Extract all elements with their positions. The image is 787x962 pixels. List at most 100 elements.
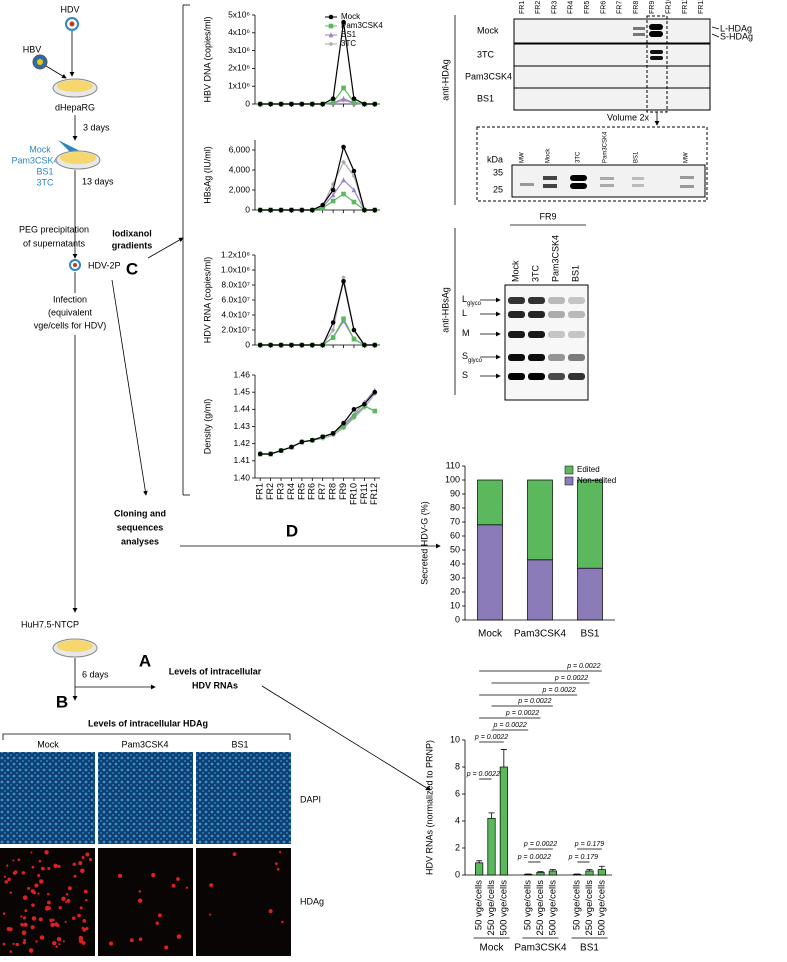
cell-signal <box>209 883 214 888</box>
cell-signal <box>55 945 58 948</box>
data-point <box>341 424 346 429</box>
data-point <box>341 191 346 197</box>
band-name: L <box>462 294 467 304</box>
dish-cells <box>57 640 93 652</box>
cell-signal <box>51 918 55 922</box>
y-tick-label: 90 <box>450 488 460 498</box>
band <box>520 183 534 186</box>
x-tick-label: FR1 <box>255 483 265 500</box>
x-tick-label: Mock <box>478 629 503 640</box>
data-point <box>351 336 357 342</box>
y-tick-label: 50 <box>450 544 460 554</box>
fraction-label: FR10 <box>666 0 673 14</box>
legend-label: BS1 <box>341 30 357 39</box>
data-point <box>341 316 346 322</box>
y-tick-label: 0 <box>245 98 250 108</box>
band <box>568 373 585 380</box>
data-point <box>362 401 367 407</box>
data-point <box>309 342 315 348</box>
fraction-labels: FR1 FR2 FR3 FR4 FR5 FR6 FR7 FR8 FR9 FR10 FR11 FR12 <box>519 0 705 14</box>
cell-signal <box>8 927 13 932</box>
series-line <box>260 86 375 105</box>
blot <box>511 164 706 198</box>
band <box>632 184 644 187</box>
blot <box>513 65 711 89</box>
cell-signal <box>4 880 8 884</box>
data-point <box>278 342 284 348</box>
p-value: p = 0.0022 <box>466 771 500 778</box>
label: gradients <box>112 240 153 250</box>
data-point <box>268 101 273 107</box>
band <box>548 297 565 304</box>
data-point <box>268 207 273 213</box>
dish-cells <box>60 152 96 164</box>
y-tick-label: 6.0x10⁷ <box>221 294 250 304</box>
data-point <box>268 342 273 348</box>
band-subscript: glyco <box>468 358 483 364</box>
y-tick-label: 4,000 <box>229 164 251 174</box>
fraction-label: FR2 <box>535 1 542 14</box>
cell-signal <box>81 856 85 859</box>
treatment: BS1 <box>36 166 53 176</box>
band <box>508 354 525 361</box>
y-tick-label: 8 <box>455 761 460 771</box>
data-point <box>351 327 357 333</box>
arrow <box>111 279 148 496</box>
band <box>568 311 585 318</box>
label: analyses <box>121 536 159 546</box>
cell-signal <box>22 916 27 920</box>
hbsag-blot: anti-HBsAg FR9 Mock 3TC Pam3CSK4 BS1 Lglyco… <box>440 211 589 401</box>
data-point <box>268 451 273 457</box>
lane-label: BS1 <box>634 151 640 163</box>
bar <box>475 862 484 876</box>
cell-signal <box>66 899 71 903</box>
data-point <box>372 207 378 213</box>
row-label: DAPI <box>300 794 321 804</box>
fraction-label: FR11 <box>682 0 689 14</box>
band <box>528 297 545 304</box>
cell-signal <box>47 900 51 905</box>
cell-signal <box>176 934 182 939</box>
p-value: p = 0.0022 <box>542 687 576 694</box>
row-label: Pam3CSK4 <box>465 71 512 81</box>
x-tick-label: FR10 <box>348 483 358 505</box>
cell-signal <box>164 945 169 950</box>
label: 3 days <box>83 122 110 132</box>
panel-label: D <box>286 521 298 540</box>
bar <box>548 870 557 876</box>
y-tick-label: 0 <box>245 339 250 349</box>
cell-signal <box>64 920 67 923</box>
treatment: 3TC <box>36 177 54 187</box>
band <box>680 176 694 179</box>
y-axis-label: HDV RNAs (normalized to PRNP) <box>424 740 434 875</box>
cell-signal <box>65 893 69 896</box>
label: 13 days <box>82 176 114 186</box>
cell-signal <box>37 873 41 878</box>
antibody: anti-HBsAg <box>440 287 450 333</box>
data-point <box>330 327 336 333</box>
legend-label: Non-edited <box>577 476 616 485</box>
p-value: p = 0.0022 <box>523 841 557 848</box>
cell-signal <box>31 916 37 921</box>
data-point <box>372 408 378 414</box>
label: Cloning and <box>114 508 166 518</box>
cell-signal <box>129 938 134 943</box>
fraction-label: FR7 <box>617 1 624 14</box>
data-point <box>351 168 357 174</box>
column-label: Pam3CSK4 <box>121 739 168 749</box>
data-point <box>289 444 294 450</box>
data-point <box>328 14 334 20</box>
legend-label: 3TC <box>341 39 356 48</box>
x-tick-label: 50 vge/cells <box>523 880 534 930</box>
cell-signal <box>209 913 212 916</box>
band <box>508 331 525 338</box>
cell-signal <box>12 859 15 862</box>
data-point <box>362 207 367 213</box>
band-label: S-HDAg <box>720 31 753 41</box>
x-tick-label: FR4 <box>286 483 296 500</box>
band-label: L <box>462 308 467 318</box>
cell-signal <box>22 895 28 900</box>
data-point <box>320 342 326 348</box>
y-tick-label: 60 <box>450 530 460 540</box>
